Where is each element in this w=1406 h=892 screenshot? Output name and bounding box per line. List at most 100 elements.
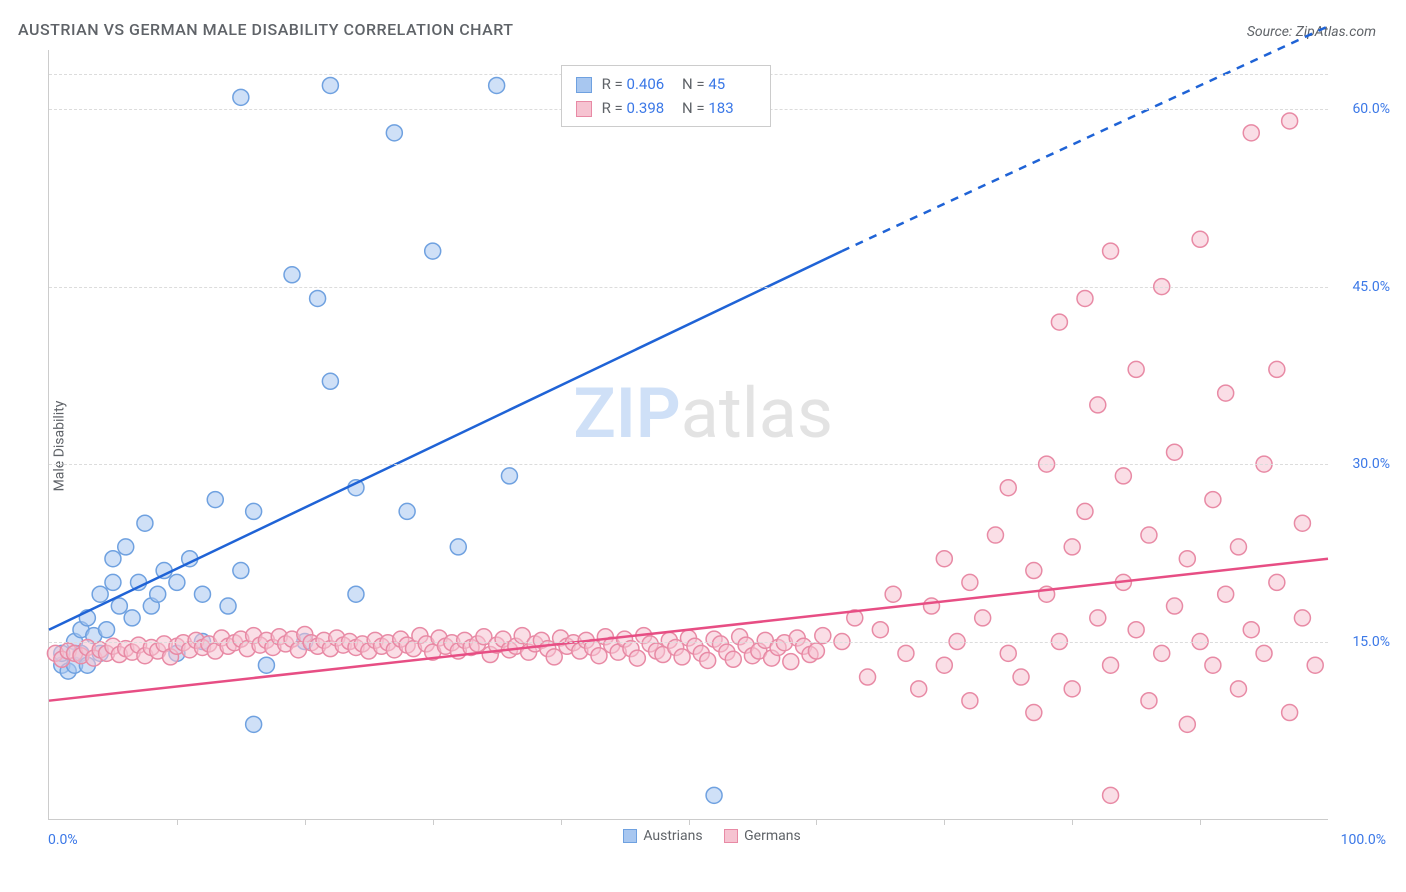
data-point-germans [591, 648, 607, 664]
stats-row-austrians: R = 0.406 N = 45 [576, 72, 757, 96]
data-point-germans [783, 654, 799, 670]
data-point-austrians [246, 503, 262, 519]
chart-container: AUSTRIAN VS GERMAN MALE DISABILITY CORRE… [0, 0, 1406, 892]
data-point-germans [987, 527, 1003, 543]
x-tick [816, 819, 817, 825]
data-point-germans [924, 598, 940, 614]
stats-r-austrians: 0.406 [627, 72, 675, 96]
x-tick [689, 819, 690, 825]
trend-line-austrians [49, 251, 842, 630]
data-point-germans [1026, 563, 1042, 579]
data-point-austrians [706, 787, 722, 803]
data-point-germans [1192, 231, 1208, 247]
data-point-austrians [92, 586, 108, 602]
grid-line [49, 464, 1328, 465]
grid-line [49, 287, 1328, 288]
data-point-germans [1141, 693, 1157, 709]
data-point-germans [1167, 444, 1183, 460]
data-point-austrians [207, 492, 223, 508]
x-tick [1200, 819, 1201, 825]
x-tick [561, 819, 562, 825]
data-point-austrians [169, 574, 185, 590]
x-tick [1072, 819, 1073, 825]
x-tick [433, 819, 434, 825]
y-tick-label: 15.0% [1352, 634, 1390, 650]
data-point-germans [1256, 645, 1272, 661]
y-tick-label: 30.0% [1352, 456, 1390, 472]
data-point-germans [1218, 385, 1234, 401]
data-point-austrians [111, 598, 127, 614]
data-point-germans [1090, 397, 1106, 413]
data-point-germans [1230, 681, 1246, 697]
data-point-germans [1179, 716, 1195, 732]
data-point-germans [1077, 290, 1093, 306]
stats-swatch-germans [576, 101, 592, 117]
data-point-austrians [450, 539, 466, 555]
data-point-germans [1269, 361, 1285, 377]
stats-r-germans: 0.398 [627, 96, 675, 120]
data-point-germans [898, 645, 914, 661]
data-point-germans [872, 622, 888, 638]
data-point-germans [1154, 645, 1170, 661]
data-point-germans [1230, 539, 1246, 555]
data-point-austrians [258, 657, 274, 673]
data-point-austrians [99, 622, 115, 638]
bottom-legend: Austrians Germans [0, 828, 1406, 844]
data-point-austrians [501, 468, 517, 484]
x-tick [177, 819, 178, 825]
data-point-germans [546, 649, 562, 665]
data-point-germans [962, 693, 978, 709]
data-point-austrians [246, 716, 262, 732]
legend-label-germans: Germans [744, 828, 801, 844]
data-point-germans [1077, 503, 1093, 519]
chart-svg [49, 50, 1328, 819]
data-point-germans [1179, 551, 1195, 567]
data-point-germans [1243, 125, 1259, 141]
stats-n-austrians: 45 [708, 72, 756, 96]
data-point-austrians [386, 125, 402, 141]
data-point-germans [1026, 705, 1042, 721]
data-point-austrians [310, 290, 326, 306]
stats-swatch-austrians [576, 77, 592, 93]
data-point-germans [1307, 657, 1323, 673]
data-point-germans [860, 669, 876, 685]
data-point-germans [936, 551, 952, 567]
data-point-austrians [233, 89, 249, 105]
data-point-germans [1282, 705, 1298, 721]
stats-row-germans: R = 0.398 N = 183 [576, 96, 757, 120]
data-point-germans [1000, 645, 1016, 661]
data-point-germans [962, 574, 978, 590]
data-point-austrians [348, 586, 364, 602]
data-point-germans [911, 681, 927, 697]
data-point-austrians [124, 610, 140, 626]
data-point-austrians [322, 373, 338, 389]
data-point-germans [1064, 539, 1080, 555]
data-point-germans [1090, 610, 1106, 626]
data-point-germans [1128, 622, 1144, 638]
data-point-germans [1064, 681, 1080, 697]
data-point-austrians [194, 586, 210, 602]
data-point-germans [885, 586, 901, 602]
data-point-germans [1103, 243, 1119, 259]
data-point-austrians [233, 563, 249, 579]
data-point-germans [725, 651, 741, 667]
data-point-germans [1294, 610, 1310, 626]
data-point-germans [1141, 527, 1157, 543]
data-point-austrians [425, 243, 441, 259]
data-point-germans [700, 652, 716, 668]
data-point-germans [808, 643, 824, 659]
chart-title: AUSTRIAN VS GERMAN MALE DISABILITY CORRE… [18, 20, 514, 39]
data-point-austrians [118, 539, 134, 555]
legend-swatch-austrians [623, 829, 637, 843]
stats-n-germans: 183 [708, 96, 756, 120]
data-point-germans [1282, 113, 1298, 129]
data-point-germans [1218, 586, 1234, 602]
source-label: Source: ZipAtlas.com [1247, 24, 1376, 40]
data-point-germans [1205, 492, 1221, 508]
data-point-austrians [105, 574, 121, 590]
data-point-austrians [284, 267, 300, 283]
data-point-germans [1103, 787, 1119, 803]
data-point-germans [1294, 515, 1310, 531]
data-point-austrians [399, 503, 415, 519]
x-tick [944, 819, 945, 825]
